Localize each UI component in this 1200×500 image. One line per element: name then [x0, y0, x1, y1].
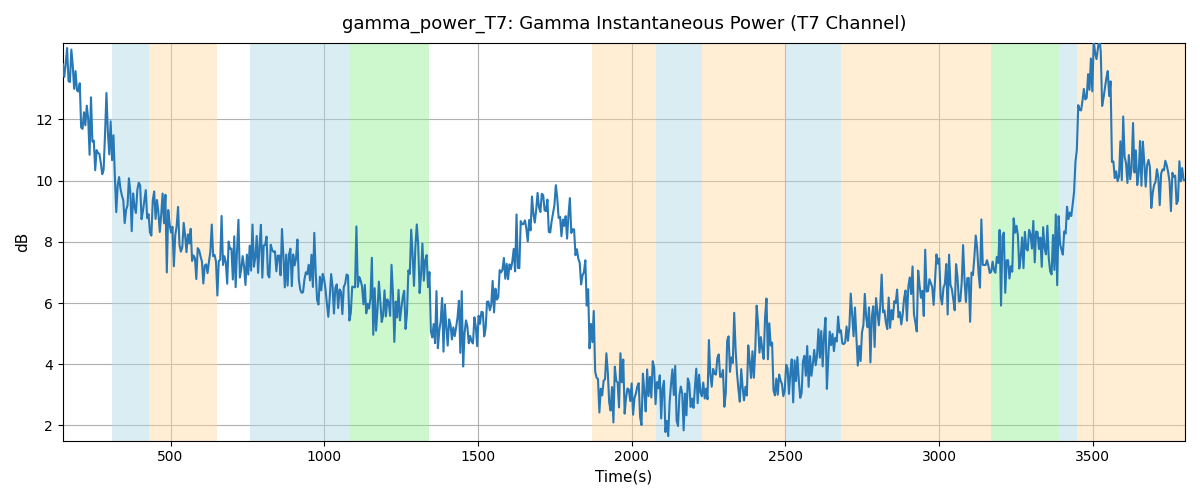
- Bar: [350, 43, 428, 440]
- Bar: [251, 43, 322, 440]
- Bar: [841, 43, 991, 440]
- Bar: [322, 43, 350, 440]
- X-axis label: Time(s): Time(s): [595, 470, 653, 485]
- Bar: [1078, 43, 1184, 440]
- Bar: [702, 43, 785, 440]
- Bar: [592, 43, 656, 440]
- Bar: [785, 43, 841, 440]
- Bar: [656, 43, 702, 440]
- Bar: [1058, 43, 1078, 440]
- Bar: [149, 43, 217, 440]
- Bar: [112, 43, 149, 440]
- Title: gamma_power_T7: Gamma Instantaneous Power (T7 Channel): gamma_power_T7: Gamma Instantaneous Powe…: [342, 15, 906, 34]
- Bar: [991, 43, 1058, 440]
- Y-axis label: dB: dB: [16, 232, 30, 252]
